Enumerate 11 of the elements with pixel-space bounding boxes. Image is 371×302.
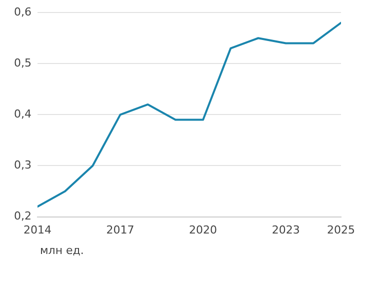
x-tick-label: 2020 [189, 223, 218, 236]
x-tick-label: 2017 [106, 223, 134, 236]
y-tick-label: 0,3 [14, 158, 32, 172]
text: млн ед. [40, 244, 84, 257]
y-tick-label: 0,4 [14, 108, 32, 121]
x-tick-label: 2023 [272, 223, 300, 236]
y-tick-label: 0,2 [14, 210, 32, 223]
x-tick-label: 2025 [327, 223, 355, 236]
y-tick-label: 0,6 [14, 5, 32, 18]
x-tick-label: 2014 [23, 223, 52, 236]
y-tick-label: 0,5 [14, 56, 32, 70]
